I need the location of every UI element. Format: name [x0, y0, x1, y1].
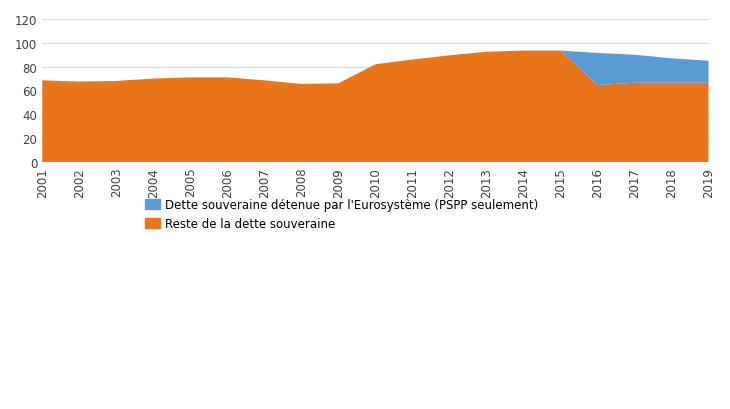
Legend: Dette souveraine détenue par l'Eurosystème (PSPP seulement), Reste de la dette s: Dette souveraine détenue par l'Eurosystè…: [145, 199, 539, 231]
